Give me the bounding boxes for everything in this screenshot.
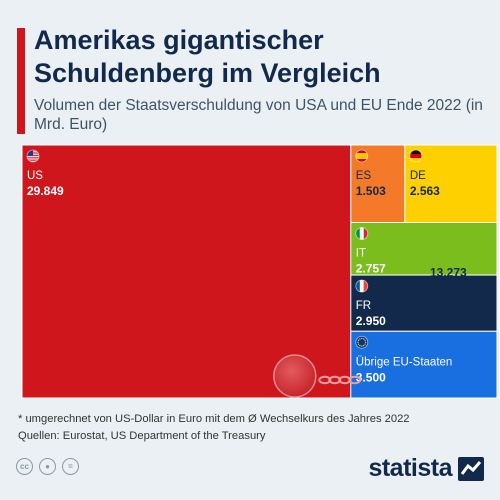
debt-ball-icon bbox=[273, 354, 317, 398]
page-title: Amerikas gigantischer Schuldenberg im Ve… bbox=[34, 25, 381, 88]
tile-label-it: IT bbox=[356, 248, 366, 260]
tile-label-fr: FR bbox=[356, 300, 371, 312]
license-icons: cc ● = bbox=[16, 458, 79, 475]
italy-flag-icon bbox=[355, 227, 369, 240]
tile-label-es: ES bbox=[356, 170, 372, 182]
eu-total-bracket bbox=[497, 144, 500, 399]
tile-fr bbox=[350, 274, 498, 332]
chain-icon bbox=[318, 375, 362, 385]
france-flag-icon bbox=[355, 279, 369, 293]
tile-value-it: 2.757 bbox=[356, 262, 386, 276]
chart-footnote: * umgerechnet von US-Dollar in Euro mit … bbox=[18, 411, 488, 445]
tile-value-de: 2.563 bbox=[410, 184, 440, 198]
person-icon[interactable]: ● bbox=[39, 458, 56, 475]
eu-flag-icon bbox=[355, 335, 369, 349]
tile-label-us: US bbox=[27, 170, 43, 182]
tile-it bbox=[350, 222, 498, 276]
spain-flag-icon bbox=[355, 149, 369, 163]
eu-total-label: 13.273 bbox=[430, 266, 467, 280]
tile-value-brige-eu-staaten: 3.500 bbox=[356, 370, 386, 384]
tile-value-us: 29.849 bbox=[27, 184, 64, 198]
equals-icon[interactable]: = bbox=[62, 458, 79, 475]
title-accent-bar bbox=[17, 28, 25, 134]
source-note: Quellen: Eurostat, US Department of the … bbox=[18, 430, 266, 442]
germany-flag-icon bbox=[409, 149, 423, 163]
tile-value-fr: 2.950 bbox=[356, 314, 386, 328]
chart-subtitle: Volumen der Staatsverschuldung von USA u… bbox=[34, 97, 483, 133]
tile-value-es: 1.503 bbox=[356, 184, 386, 198]
tile-label-brige-eu-staaten: Übrige EU-Staaten bbox=[356, 356, 453, 368]
us-flag-icon bbox=[26, 149, 40, 163]
cc-icon[interactable]: cc bbox=[16, 458, 33, 475]
statista-mark-icon bbox=[458, 456, 484, 481]
currency-note: * umgerechnet von US-Dollar in Euro mit … bbox=[18, 413, 410, 425]
tile-brige-eu-staaten bbox=[350, 330, 498, 399]
tile-label-de: DE bbox=[410, 170, 426, 182]
brand-name: statista bbox=[368, 454, 452, 482]
statista-logo[interactable]: statista bbox=[368, 454, 484, 483]
